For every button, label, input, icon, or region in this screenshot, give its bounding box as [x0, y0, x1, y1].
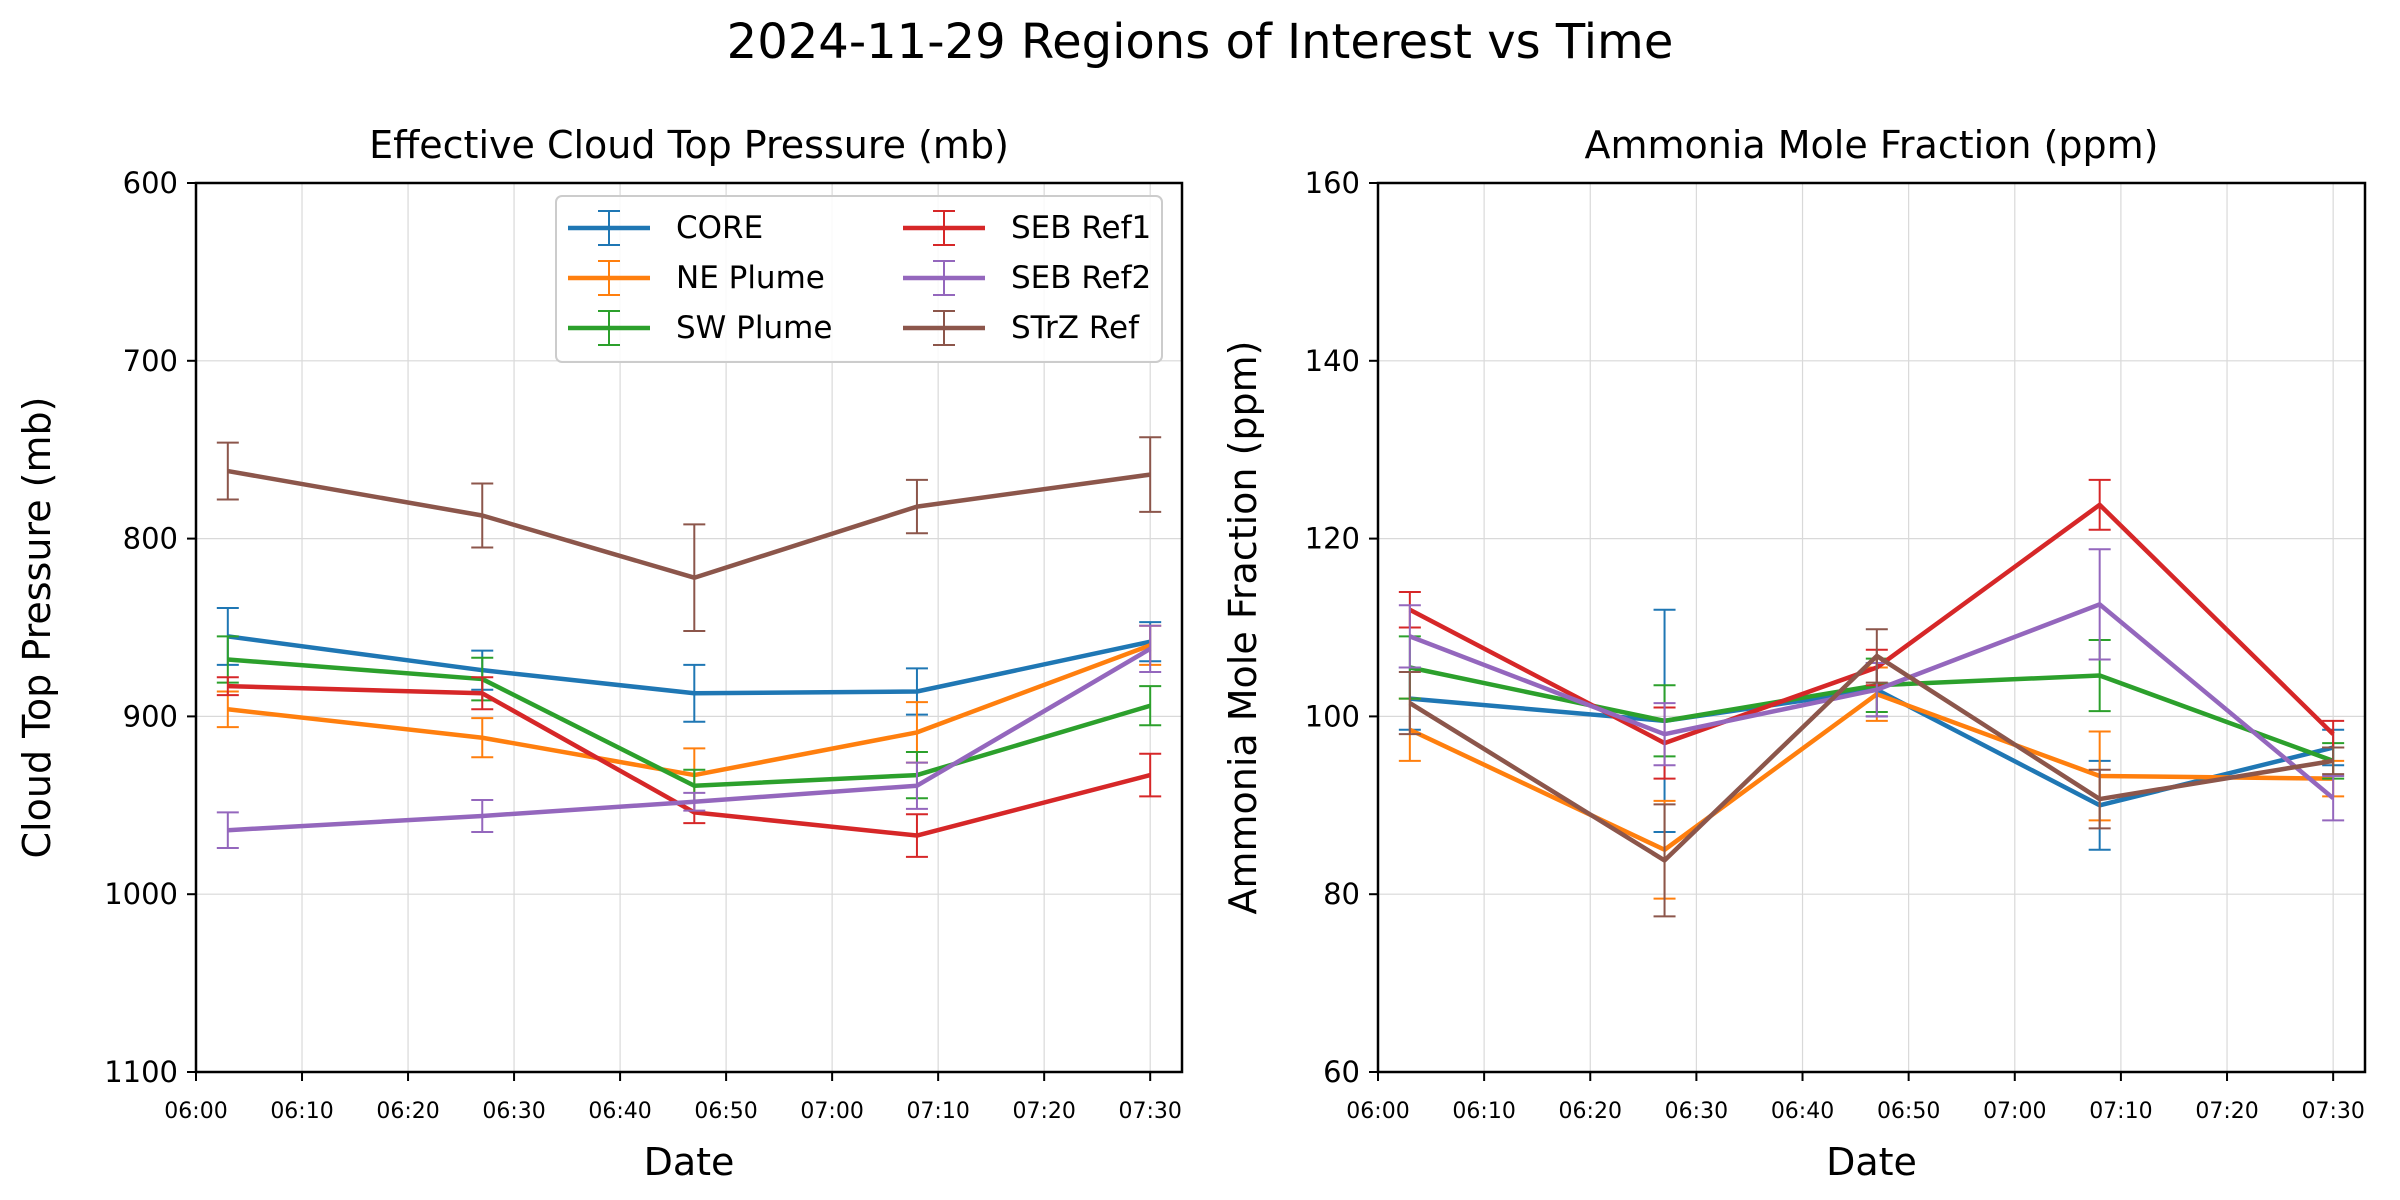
y-tick-label: 120	[1305, 522, 1360, 556]
series-line	[1408, 691, 2334, 852]
x-tick-label: 06:20	[376, 1099, 439, 1124]
legend-label: SEB Ref1	[1011, 210, 1151, 246]
series-line	[227, 646, 1152, 833]
series-strz-ref	[1398, 628, 2345, 918]
plot-frame	[194, 181, 1184, 1074]
legend-box	[555, 195, 1163, 363]
x-tick-label: 07:00	[1983, 1099, 2046, 1124]
legend-label: CORE	[676, 210, 763, 246]
series-seb-ref2	[1398, 548, 2345, 822]
series-sw-plume	[216, 635, 1162, 803]
series-strz-ref	[216, 436, 1162, 633]
series-line	[1409, 602, 2335, 800]
x-axis-label: Date	[644, 1140, 735, 1184]
x-axis-label: Date	[1826, 1140, 1917, 1184]
series-core	[216, 606, 1162, 723]
x-tick-label: 06:10	[270, 1099, 333, 1124]
legend-label: SEB Ref2	[1011, 260, 1151, 296]
y-tick-label: 160	[1305, 166, 1360, 200]
y-axis-label: Ammonia Mole Fraction (ppm)	[1221, 340, 1265, 914]
x-tick-label: 07:20	[1012, 1099, 1075, 1124]
y-tick-label: 800	[123, 522, 178, 556]
y-tick-label: 60	[1323, 1055, 1360, 1089]
chart-panel-ammonia-mole-fraction: 06:00 06:10 06:20 06:30 06:40 06:50 07:00 07:10…	[1221, 123, 2367, 1184]
y-tick-label: 100	[1305, 699, 1360, 733]
x-tick-label: 06:10	[1452, 1099, 1515, 1124]
x-tick-label: 07:30	[1118, 1099, 1181, 1124]
y-tick-label: 700	[123, 344, 178, 378]
x-tick-label: 06:00	[1346, 1099, 1409, 1124]
series-line	[227, 683, 1151, 838]
x-tick-label: 07:10	[2089, 1099, 2152, 1124]
legend-label: SW Plume	[676, 310, 832, 346]
x-tick-label: 07:10	[906, 1099, 969, 1124]
series-line	[1408, 502, 2335, 746]
y-tick-label: 1000	[104, 877, 178, 911]
legend-label: STrZ Ref	[1011, 310, 1140, 346]
x-tick-label: 06:20	[1559, 1099, 1622, 1124]
y-axis-label: Cloud Top Pressure (mb)	[15, 397, 59, 859]
x-tick-label: 07:30	[2301, 1099, 2364, 1124]
y-tick-label: 600	[123, 166, 178, 200]
y-tick-label: 900	[123, 699, 178, 733]
x-tick-label: 07:20	[2195, 1099, 2258, 1124]
y-tick-label: 1100	[104, 1055, 178, 1089]
x-tick-label: 07:00	[800, 1099, 863, 1124]
chart-panel-cloud-top-pressure: 06:00 06:10 06:20 06:30 06:40 06:50 07:00 07:10…	[15, 123, 1184, 1184]
chart-title: Effective Cloud Top Pressure (mb)	[369, 123, 1009, 167]
series-sw-plume	[1398, 635, 2345, 780]
legend: CORE NE Plume SW Plume SEB Ref1 SEB Ref2 STrZ…	[555, 195, 1163, 363]
legend-label: NE Plume	[676, 260, 825, 296]
x-tick-label: 06:40	[1771, 1099, 1834, 1124]
y-tick-label: 80	[1323, 877, 1360, 911]
figure-title: 2024-11-29 Regions of Interest vs Time	[726, 14, 1674, 70]
x-tick-label: 06:40	[588, 1099, 651, 1124]
series-seb-ref1	[216, 676, 1162, 858]
series-core	[1398, 608, 2345, 851]
y-tick-label: 140	[1305, 344, 1360, 378]
x-tick-label: 06:00	[164, 1099, 227, 1124]
x-tick-label: 06:50	[1877, 1099, 1940, 1124]
chart-title: Ammonia Mole Fraction (ppm)	[1584, 123, 2158, 167]
x-tick-label: 06:30	[482, 1099, 545, 1124]
series-seb-ref2	[216, 624, 1162, 849]
x-tick-label: 06:50	[694, 1099, 757, 1124]
x-tick-label: 06:30	[1665, 1099, 1728, 1124]
plot-frame	[1376, 181, 2367, 1074]
